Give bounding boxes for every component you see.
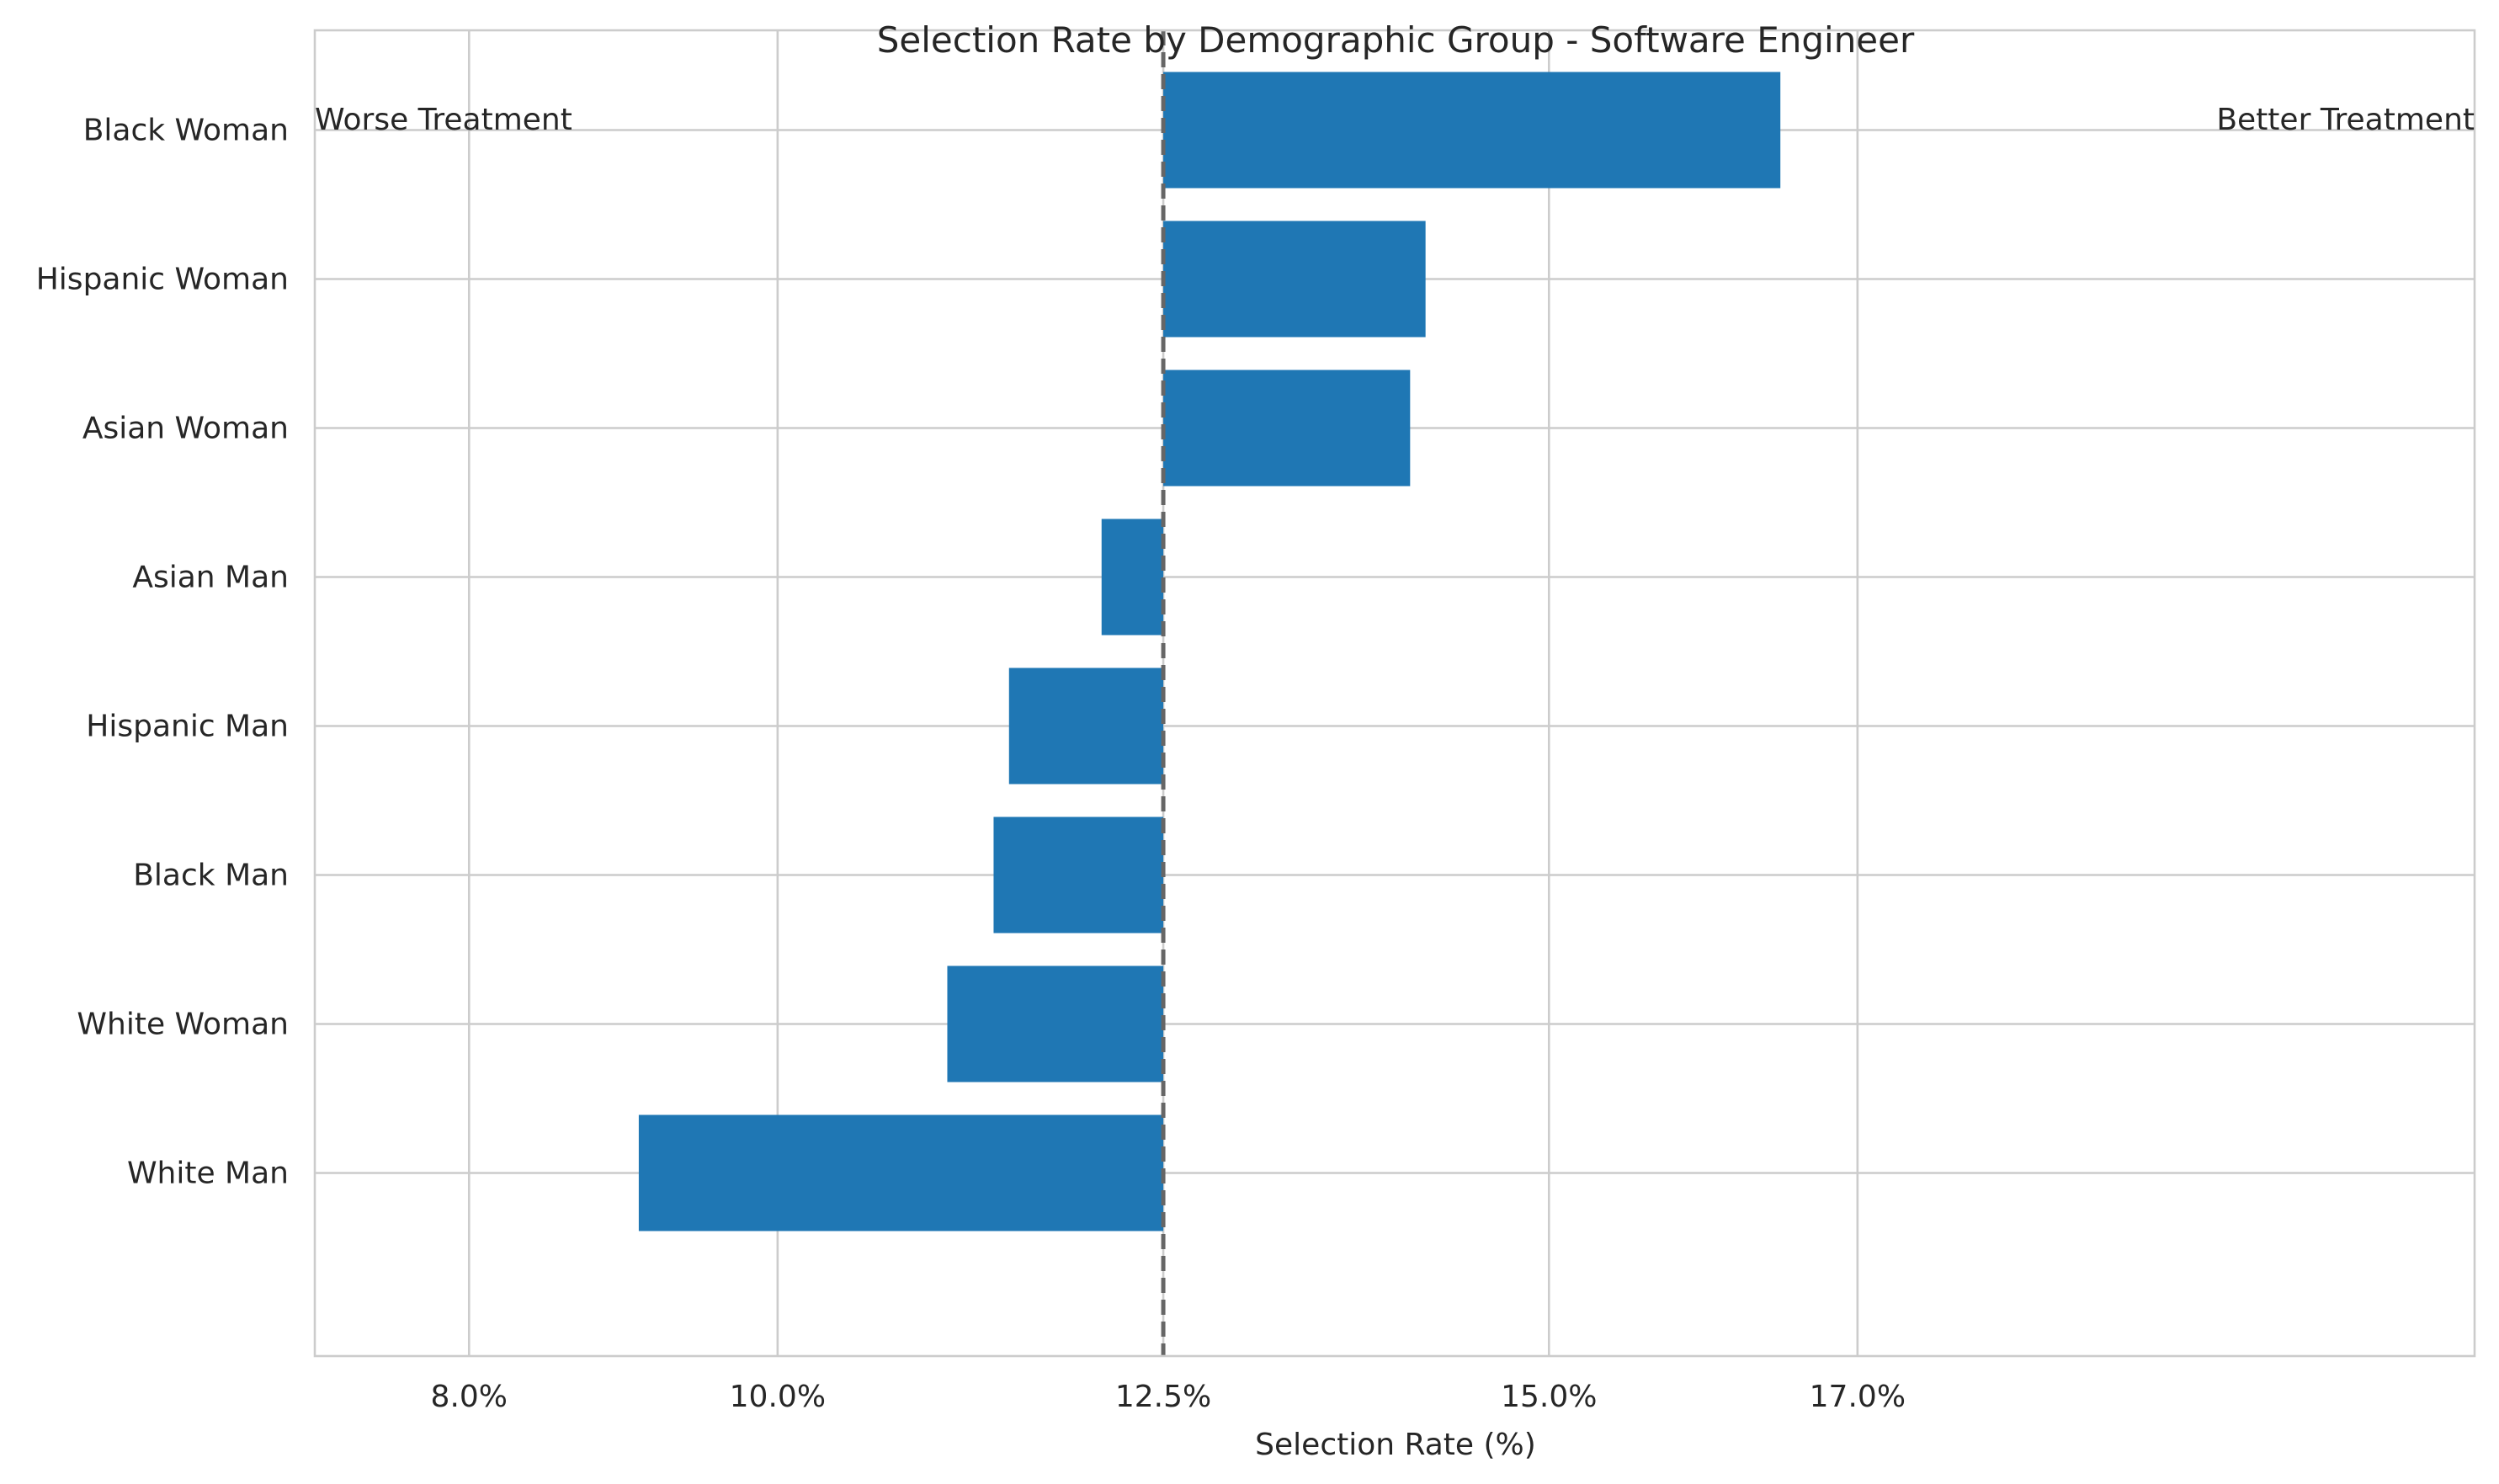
x-tick-label-4: 17.0% [1810, 1380, 1906, 1414]
x-axis-label: Selection Rate (%) [1255, 1428, 1536, 1462]
y-tick-label-asian-woman: Asian Woman [82, 412, 289, 446]
bar-white-man [638, 1114, 1164, 1231]
y-tick-label-black-woman: Black Woman [83, 114, 289, 148]
plot-frame [313, 29, 2476, 1358]
bar-hispanic-man [1008, 668, 1164, 785]
y-tick-label-hispanic-woman: Hispanic Woman [36, 263, 289, 297]
x-tick-labels: 8.0% 10.0% 12.5% 15.0% 17.0% [431, 1380, 1906, 1414]
frame-layer [313, 29, 2476, 1358]
y-tick-label-asian-man: Asian Man [132, 561, 289, 595]
y-tick-label-black-man: Black Man [133, 859, 289, 893]
bar-white-woman [947, 965, 1164, 1082]
x-tick-label-3: 15.0% [1501, 1380, 1597, 1414]
better-treatment-annotation: Better Treatment [2216, 103, 2475, 137]
worse-treatment-annotation: Worse Treatment [315, 103, 572, 137]
y-tick-label-white-man: White Man [127, 1157, 289, 1191]
y-tick-label-white-woman: White Woman [77, 1008, 289, 1042]
x-tick-label-2: 12.5% [1115, 1380, 1211, 1414]
x-tick-label-1: 10.0% [730, 1380, 826, 1414]
bar-black-man [993, 816, 1164, 933]
y-tick-label-hispanic-man: Hispanic Man [86, 710, 289, 744]
bar-asian-woman [1163, 370, 1411, 487]
chart-title: Selection Rate by Demographic Group - So… [877, 19, 1915, 61]
bars-layer [638, 72, 1781, 1231]
x-tick-label-0: 8.0% [431, 1380, 508, 1414]
bar-asian-man [1101, 519, 1164, 636]
bar-black-woman [1163, 72, 1781, 189]
bar-hispanic-woman [1163, 221, 1426, 338]
y-tick-labels: Black Woman Hispanic Woman Asian Woman Asia… [36, 114, 289, 1191]
